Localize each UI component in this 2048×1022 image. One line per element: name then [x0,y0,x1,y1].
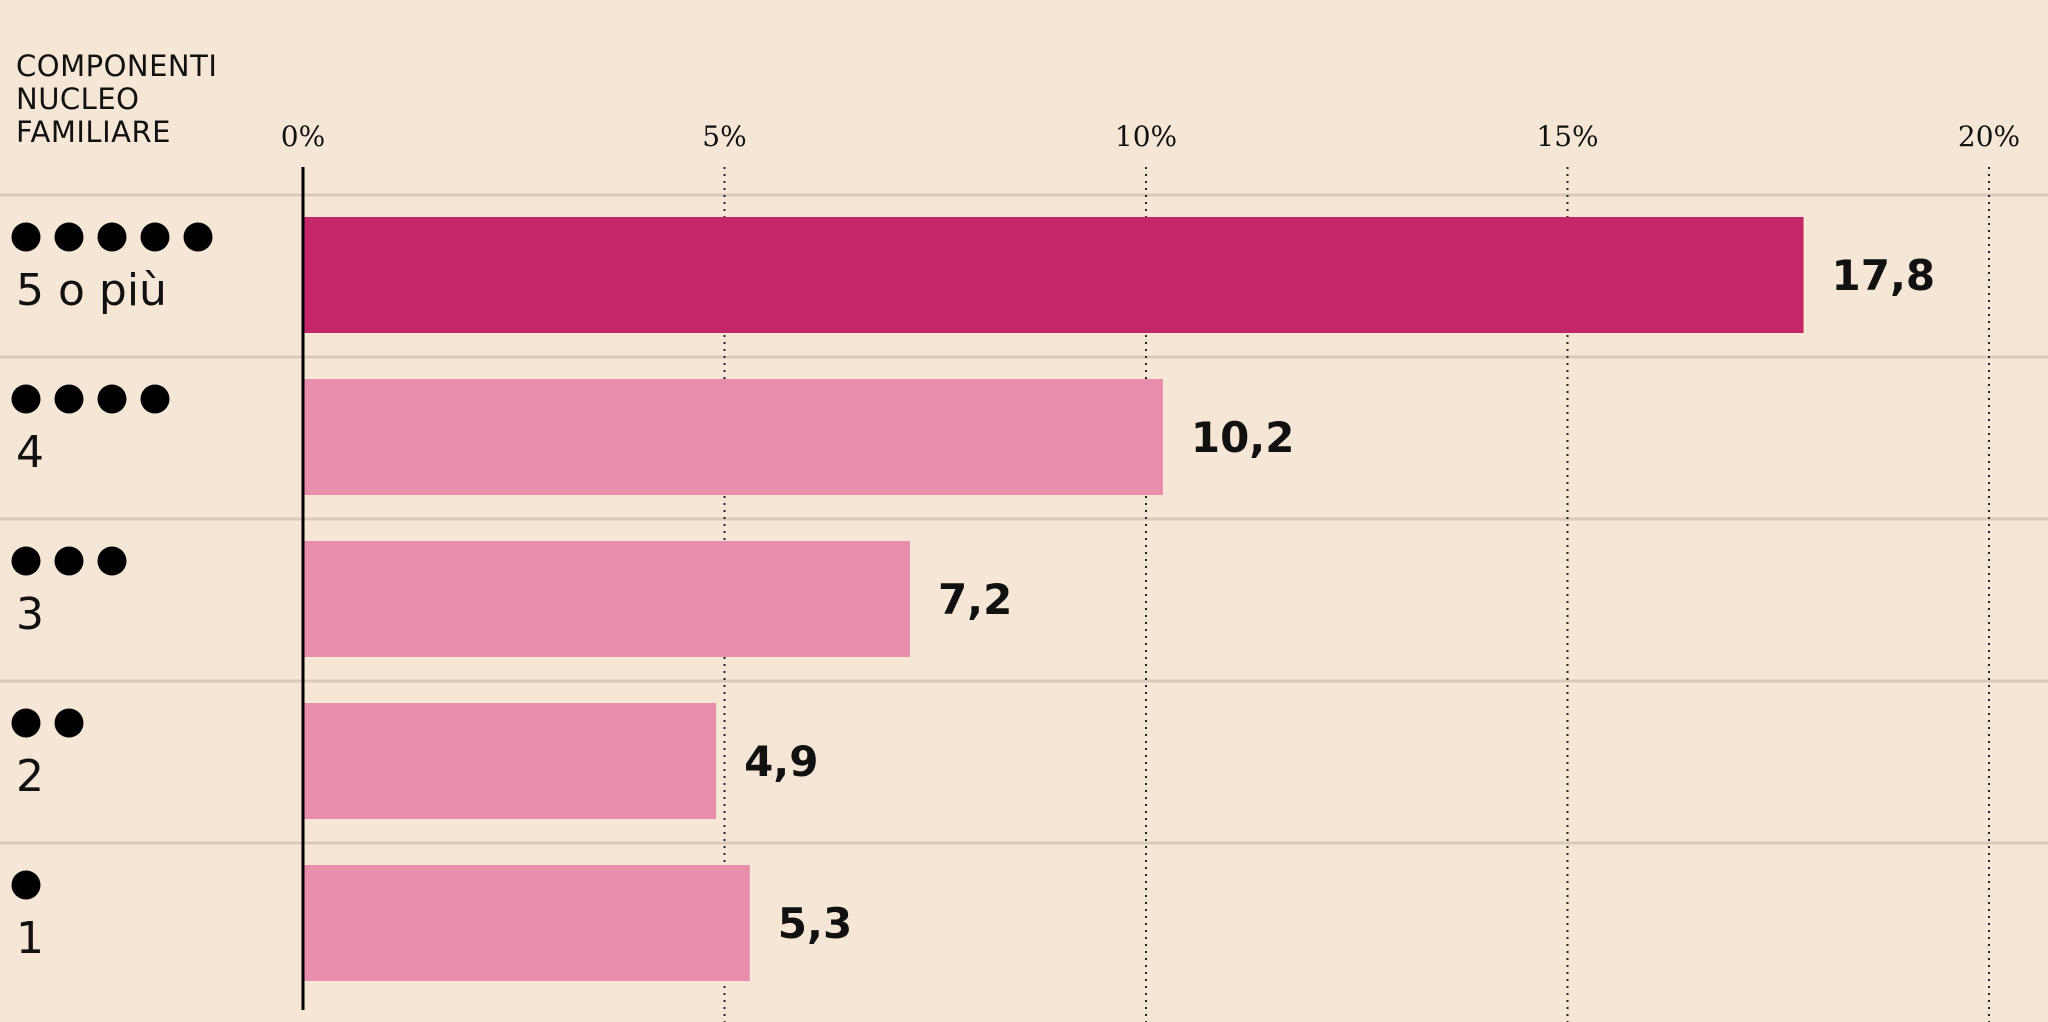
category-label: 2 [16,751,44,802]
value-label: 7,2 [938,575,1012,624]
category-label: 1 [16,913,44,964]
category-label: 4 [16,427,44,478]
value-label: 17,8 [1832,251,1936,300]
household-member-dot-icon [11,546,41,576]
value-label: 4,9 [744,737,818,786]
title-line: COMPONENTI [16,49,218,83]
household-member-dot-icon [97,384,127,414]
household-member-dot-icon [97,546,127,576]
bar [303,379,1163,495]
household-member-dot-icon [54,708,84,738]
household-member-dot-icon [54,384,84,414]
household-member-dot-icon [11,384,41,414]
title-line: NUCLEO [16,82,140,116]
household-member-dot-icon [11,222,41,252]
household-member-dot-icon [11,708,41,738]
household-member-dot-icon [140,222,170,252]
household-member-dot-icon [183,222,213,252]
household-member-dot-icon [54,222,84,252]
category-label: 5 o più [16,265,167,316]
household-member-dot-icon [54,546,84,576]
household-member-dot-icon [11,870,41,900]
bar [303,217,1804,333]
value-label: 10,2 [1191,413,1295,462]
household-member-dot-icon [97,222,127,252]
household-member-dot-icon [140,384,170,414]
title-line: FAMILIARE [16,115,171,149]
x-tick-label: 15% [1536,120,1598,153]
bar [303,541,910,657]
chart-title: COMPONENTI NUCLEO FAMILIARE [16,50,217,149]
bar [303,703,717,819]
value-label: 5,3 [778,899,852,948]
x-tick-label: 5% [702,120,746,153]
x-tick-label: 10% [1115,120,1177,153]
x-tick-label: 20% [1958,120,2020,153]
x-tick-label: 0% [281,120,325,153]
category-label: 3 [16,589,44,640]
bar [303,865,750,981]
